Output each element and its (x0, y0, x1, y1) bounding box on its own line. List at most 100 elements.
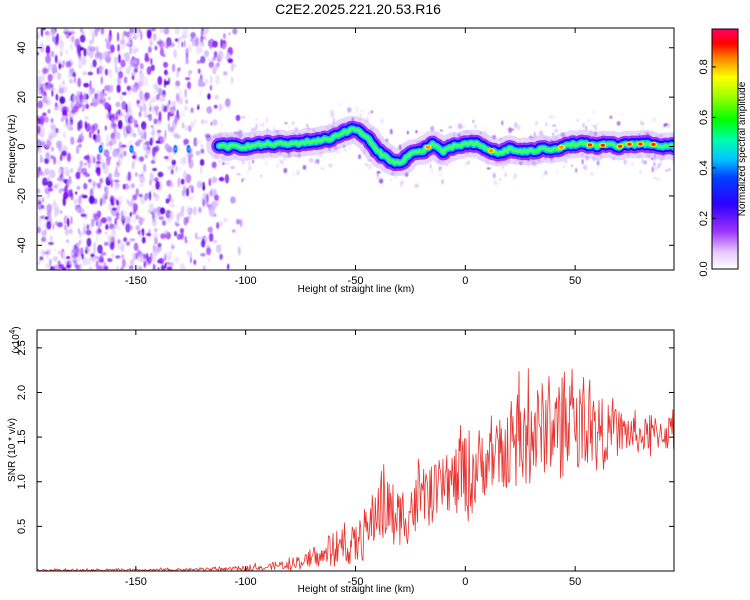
ridge-halo-point (234, 154, 237, 158)
noise-speckle-point (124, 209, 128, 219)
ridge-halo-point (512, 176, 516, 180)
ridge-halo-point (580, 156, 584, 159)
ridge-peak-spot (559, 145, 564, 149)
noise-speckle-point (83, 182, 88, 190)
noise-speckle-point (141, 236, 146, 244)
ridge-halo-point (217, 159, 222, 163)
noise-speckle-point (60, 117, 65, 123)
noise-speckle-point (83, 221, 86, 231)
ridge-halo-point (543, 136, 549, 141)
ridge-halo-point (641, 158, 644, 164)
noise-speckle-point (105, 40, 111, 50)
noise-speckle-point (77, 77, 82, 88)
noise-speckle-point (150, 96, 157, 103)
noise-speckle-point (177, 42, 181, 49)
ridge-halo-point (540, 135, 545, 141)
noise-speckle-point (146, 29, 152, 39)
ridge-halo-point (362, 147, 366, 153)
noise-speckle-point (121, 42, 126, 50)
noise-speckle-point (47, 180, 53, 188)
noise-speckle-point (62, 123, 67, 128)
noise-speckle-point (39, 118, 44, 127)
noise-speckle-point (90, 46, 96, 52)
ridge-halo-point (446, 164, 449, 168)
ridge-halo-point (657, 163, 661, 169)
noise-speckle-point (169, 250, 172, 261)
noise-speckle-point (69, 78, 73, 84)
noise-speckle-point (224, 173, 230, 184)
noise-speckle-point (183, 39, 186, 48)
ridge-halo-point (429, 157, 432, 162)
noise-speckle-point (85, 103, 90, 109)
noise-speckle-point (110, 178, 113, 189)
noise-speckle-point (85, 122, 91, 132)
noise-speckle-point (44, 196, 49, 200)
ridge-halo-point (429, 164, 432, 169)
noise-speckle-point (151, 217, 157, 227)
noise-speckle-point (44, 216, 49, 220)
noise-speckle-point (204, 133, 211, 138)
noise-speckle-point (169, 126, 174, 133)
ridge-halo-point (544, 170, 548, 175)
noise-speckle-point (116, 31, 120, 42)
noise-speckle-point (185, 187, 190, 197)
noise-speckle-point (72, 71, 76, 77)
noise-speckle-point (200, 253, 206, 257)
ridge-halo-point (230, 166, 235, 170)
noise-speckle-point (155, 180, 160, 190)
ridge-halo-point (639, 119, 643, 125)
ridge-halo-point (518, 161, 523, 166)
noise-speckle-point (149, 179, 152, 186)
ridge-halo-point (241, 115, 246, 119)
noise-speckle-point (160, 88, 163, 96)
noise-speckle-point (102, 262, 107, 270)
noise-speckle-point (77, 195, 82, 205)
noise-speckle-point (63, 257, 67, 267)
colorbar-tick-label: 0.8 (698, 59, 710, 74)
noise-speckle-point (223, 71, 228, 76)
noise-speckle-point (208, 257, 211, 263)
noise-speckle-point (72, 94, 76, 104)
ridge-halo-point (295, 169, 301, 176)
noise-speckle-point (129, 28, 133, 35)
noise-speckle-point (56, 177, 62, 182)
ridge-halo-point (223, 134, 226, 138)
noise-speckle-point (138, 193, 143, 198)
ridge-halo-point (596, 159, 600, 162)
ridge-halo-point (332, 118, 335, 125)
noise-speckle-point (159, 48, 165, 57)
noise-speckle-point (69, 43, 74, 51)
noise-speckle-point (163, 28, 170, 35)
noise-speckle-point (111, 207, 118, 212)
noise-speckle-point (152, 90, 157, 95)
noise-speckle-point (117, 226, 122, 231)
noise-speckle-point (115, 211, 120, 221)
noise-speckle-point (159, 135, 166, 144)
noise-speckle-point (116, 84, 121, 94)
noise-speckle-point (120, 59, 126, 68)
noise-speckle-point (158, 216, 165, 221)
noise-speckle-point (44, 157, 49, 165)
noise-speckle-point (37, 100, 44, 109)
noise-speckle-point (108, 172, 112, 180)
ridge-halo-point (249, 130, 254, 135)
noise-speckle-point (125, 103, 129, 113)
noise-speckle-point (154, 45, 158, 51)
noise-speckle-point (115, 255, 121, 259)
noise-speckle-point (163, 69, 168, 76)
frequency-ridge-layer (206, 115, 674, 177)
noise-speckle-point (107, 96, 111, 101)
noise-speckle-point (103, 149, 110, 157)
noise-speckle-point (155, 140, 161, 144)
ridge-halo-point (486, 167, 491, 170)
ridge-halo-point (441, 179, 444, 185)
noise-speckle-point (204, 79, 209, 84)
noise-speckle-point (81, 253, 84, 260)
noise-speckle-point (54, 102, 58, 108)
noise-speckle-point (170, 181, 174, 188)
noise-speckle-point (70, 216, 73, 225)
noise-speckle-point (236, 218, 241, 225)
noise-speckle-point (45, 263, 51, 269)
noise-speckle-point (162, 53, 166, 58)
ridge-halo-point (453, 131, 455, 138)
